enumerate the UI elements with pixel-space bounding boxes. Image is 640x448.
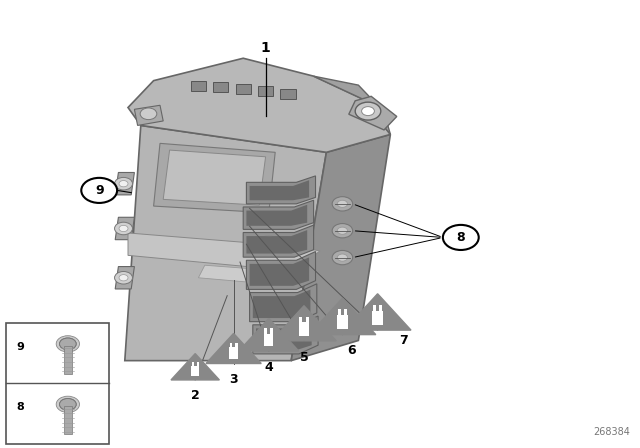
- Circle shape: [119, 181, 128, 187]
- Polygon shape: [213, 82, 228, 92]
- Bar: [264, 334, 273, 346]
- Text: 8: 8: [456, 231, 465, 244]
- Circle shape: [119, 225, 128, 232]
- Bar: [196, 362, 198, 366]
- Polygon shape: [258, 86, 273, 96]
- Polygon shape: [246, 251, 316, 289]
- Circle shape: [332, 250, 353, 265]
- Bar: [372, 310, 383, 325]
- Bar: [337, 310, 340, 315]
- Polygon shape: [198, 265, 282, 284]
- Text: 4: 4: [264, 361, 273, 374]
- Circle shape: [119, 275, 128, 281]
- Polygon shape: [115, 267, 134, 289]
- Polygon shape: [191, 81, 206, 91]
- Polygon shape: [134, 105, 163, 125]
- Circle shape: [140, 108, 157, 120]
- Text: 8: 8: [17, 402, 24, 412]
- Circle shape: [115, 177, 132, 190]
- Polygon shape: [163, 150, 266, 205]
- Circle shape: [443, 225, 479, 250]
- Bar: [191, 366, 199, 376]
- Polygon shape: [206, 333, 261, 363]
- Bar: [344, 310, 348, 315]
- Circle shape: [332, 224, 353, 238]
- Circle shape: [337, 254, 348, 261]
- Polygon shape: [128, 233, 320, 271]
- Polygon shape: [344, 294, 411, 330]
- Text: 9: 9: [17, 342, 24, 352]
- Text: 2: 2: [191, 389, 200, 402]
- Bar: [64, 406, 72, 434]
- Circle shape: [81, 178, 117, 203]
- Bar: [372, 305, 376, 310]
- Bar: [299, 322, 309, 336]
- Text: 9: 9: [95, 184, 104, 197]
- Bar: [300, 316, 302, 322]
- Polygon shape: [309, 298, 376, 335]
- Text: 3: 3: [229, 373, 238, 386]
- Circle shape: [115, 271, 132, 284]
- Circle shape: [115, 222, 132, 235]
- Circle shape: [337, 227, 348, 234]
- Polygon shape: [171, 353, 220, 380]
- Bar: [192, 362, 194, 366]
- Text: 1: 1: [260, 41, 271, 55]
- Polygon shape: [250, 257, 309, 286]
- Polygon shape: [280, 89, 296, 99]
- Polygon shape: [250, 180, 309, 200]
- Bar: [306, 316, 308, 322]
- Circle shape: [355, 102, 381, 120]
- Polygon shape: [349, 96, 397, 130]
- Bar: [235, 343, 237, 347]
- Polygon shape: [253, 316, 318, 354]
- Bar: [64, 346, 72, 374]
- Polygon shape: [243, 200, 314, 229]
- Polygon shape: [125, 125, 326, 361]
- Polygon shape: [291, 134, 390, 361]
- Text: 5: 5: [300, 351, 308, 364]
- Circle shape: [60, 399, 76, 410]
- Circle shape: [337, 200, 348, 207]
- Polygon shape: [314, 76, 390, 134]
- Polygon shape: [246, 230, 307, 254]
- Bar: [264, 328, 267, 334]
- Polygon shape: [253, 289, 310, 318]
- Text: 268384: 268384: [593, 427, 630, 437]
- Circle shape: [332, 197, 353, 211]
- Bar: [6, 323, 109, 444]
- Polygon shape: [154, 143, 275, 213]
- Polygon shape: [236, 84, 251, 94]
- Polygon shape: [250, 284, 317, 322]
- Polygon shape: [239, 319, 299, 351]
- Polygon shape: [243, 225, 314, 257]
- Polygon shape: [246, 205, 307, 226]
- Bar: [229, 347, 238, 359]
- Polygon shape: [115, 172, 134, 195]
- Text: 6: 6: [348, 344, 356, 358]
- Circle shape: [56, 336, 79, 352]
- Bar: [380, 305, 383, 310]
- Circle shape: [60, 338, 76, 350]
- Circle shape: [260, 236, 278, 248]
- Circle shape: [362, 107, 374, 116]
- Text: 7: 7: [399, 334, 408, 347]
- Polygon shape: [272, 306, 336, 341]
- Bar: [271, 328, 273, 334]
- Polygon shape: [115, 217, 134, 240]
- Polygon shape: [256, 322, 312, 350]
- Circle shape: [56, 396, 79, 413]
- Bar: [337, 315, 348, 329]
- Bar: [230, 343, 232, 347]
- Polygon shape: [128, 58, 390, 152]
- Polygon shape: [246, 176, 316, 204]
